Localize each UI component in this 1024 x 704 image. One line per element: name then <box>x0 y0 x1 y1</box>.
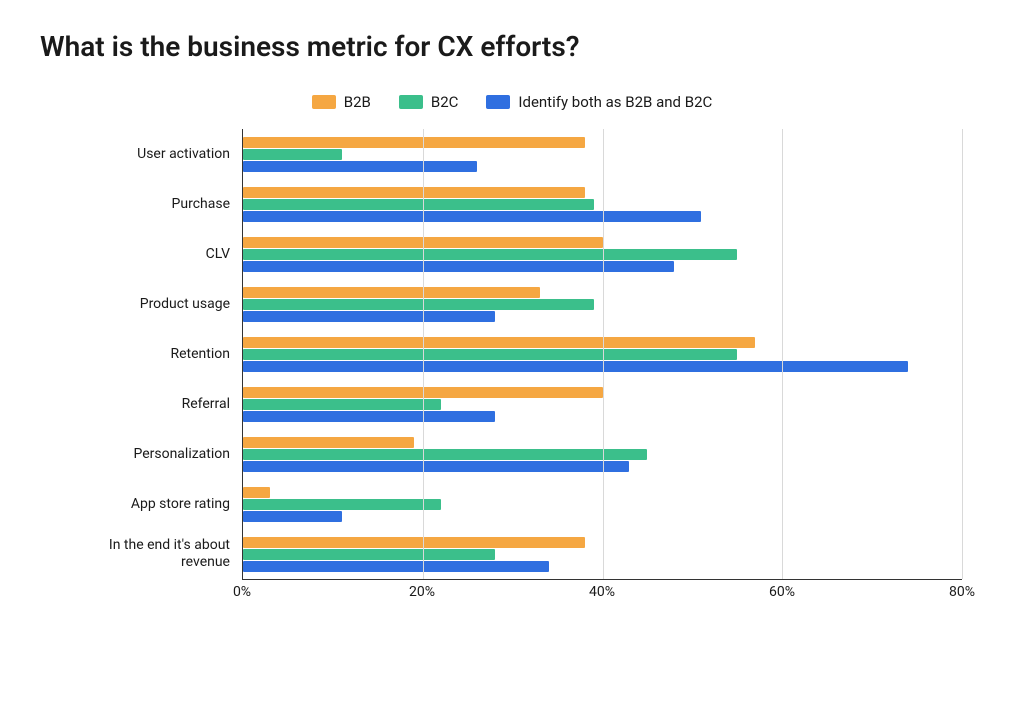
x-tick: 60% <box>769 584 795 600</box>
bar-both <box>243 161 477 172</box>
bar-b2c <box>243 249 737 260</box>
legend-swatch-b2c <box>399 95 423 109</box>
category-label: Referral <box>62 379 242 429</box>
category-label: In the end it's about revenue <box>62 529 242 579</box>
legend-label-b2b: B2B <box>344 93 371 111</box>
gridline <box>603 129 604 579</box>
legend-swatch-b2b <box>312 95 336 109</box>
gridline <box>423 129 424 579</box>
x-tick: 80% <box>949 584 975 600</box>
bar-b2b <box>243 337 755 348</box>
bar-both <box>243 311 495 322</box>
bar-b2c <box>243 349 737 360</box>
category-label: Retention <box>62 329 242 379</box>
bar-both <box>243 261 674 272</box>
category-label: Product usage <box>62 279 242 329</box>
bar-b2c <box>243 399 441 410</box>
plot: User activationPurchaseCLVProduct usageR… <box>62 129 962 604</box>
bar-b2b <box>243 187 585 198</box>
bar-b2c <box>243 199 594 210</box>
x-axis: 0%20%40%60%80% <box>242 580 962 604</box>
gridline <box>782 129 783 579</box>
category-label: User activation <box>62 129 242 179</box>
bar-b2b <box>243 487 270 498</box>
legend-item-b2b: B2B <box>312 93 371 111</box>
gridline <box>962 129 963 579</box>
bar-both <box>243 211 701 222</box>
chart: B2B B2C Identify both as B2B and B2C Use… <box>62 93 962 604</box>
y-axis-labels: User activationPurchaseCLVProduct usageR… <box>62 129 242 580</box>
legend-item-both: Identify both as B2B and B2C <box>486 93 712 111</box>
bar-b2c <box>243 449 647 460</box>
legend-label-b2c: B2C <box>431 93 459 111</box>
bar-b2c <box>243 549 495 560</box>
bar-b2b <box>243 137 585 148</box>
bar-b2b <box>243 537 585 548</box>
bar-both <box>243 461 629 472</box>
category-label: CLV <box>62 229 242 279</box>
bar-both <box>243 411 495 422</box>
plot-area <box>242 129 962 580</box>
x-tick: 0% <box>233 584 251 600</box>
chart-title: What is the business metric for CX effor… <box>40 30 984 63</box>
legend-swatch-both <box>486 95 510 109</box>
category-label: App store rating <box>62 479 242 529</box>
legend-label-both: Identify both as B2B and B2C <box>518 93 712 111</box>
bar-both <box>243 561 549 572</box>
category-label: Personalization <box>62 429 242 479</box>
legend: B2B B2C Identify both as B2B and B2C <box>62 93 962 111</box>
x-tick: 20% <box>409 584 435 600</box>
bar-b2c <box>243 149 342 160</box>
plot-body: User activationPurchaseCLVProduct usageR… <box>62 129 962 580</box>
bar-both <box>243 361 908 372</box>
bar-b2b <box>243 287 540 298</box>
bar-b2b <box>243 437 414 448</box>
bar-b2c <box>243 499 441 510</box>
category-label: Purchase <box>62 179 242 229</box>
bar-b2c <box>243 299 594 310</box>
bar-both <box>243 511 342 522</box>
x-tick: 40% <box>589 584 615 600</box>
legend-item-b2c: B2C <box>399 93 459 111</box>
